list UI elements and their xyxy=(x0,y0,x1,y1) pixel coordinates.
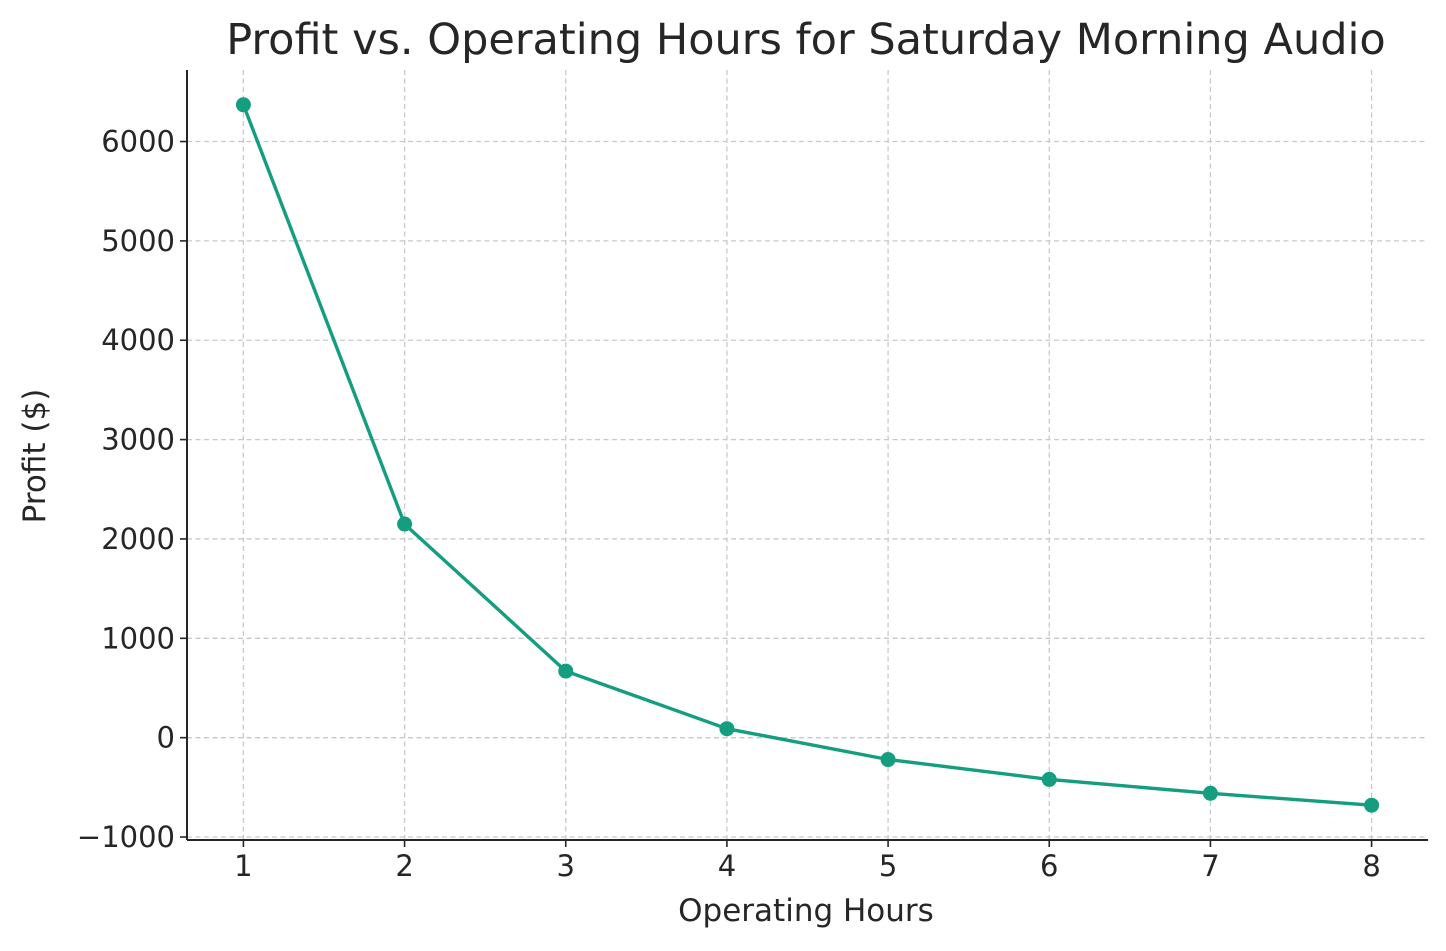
x-tick-label: 5 xyxy=(879,849,897,883)
series-line xyxy=(241,103,1374,807)
grid-lines xyxy=(187,70,1428,840)
data-point xyxy=(1364,797,1380,813)
y-tick-label: 6000 xyxy=(101,125,175,159)
x-tick-label: 2 xyxy=(395,849,413,883)
data-point xyxy=(719,721,735,737)
x-tick-label: 3 xyxy=(557,849,575,883)
data-point xyxy=(397,516,413,532)
y-tick-label: 4000 xyxy=(101,323,175,357)
data-point xyxy=(235,97,251,113)
x-tick-label: 4 xyxy=(718,849,736,883)
tick-labels: 1 2 3 4 5 6 7 8 −1000 0 1000 2000 3000 4000 5000 6000 xyxy=(77,125,1381,883)
x-axis-label: Operating Hours xyxy=(678,893,934,929)
data-point xyxy=(1202,785,1218,801)
x-tick-label: 6 xyxy=(1040,849,1058,883)
x-tick-label: 7 xyxy=(1201,849,1219,883)
data-point xyxy=(1041,771,1057,787)
x-tick-label: 8 xyxy=(1362,849,1380,883)
y-tick-label: 5000 xyxy=(101,224,175,258)
y-tick-label: 0 xyxy=(157,721,175,755)
chart-title: Profit vs. Operating Hours for Saturday … xyxy=(226,15,1386,65)
axes xyxy=(186,70,1428,841)
data-point xyxy=(558,663,574,679)
y-tick-label: 3000 xyxy=(101,423,175,457)
data-point xyxy=(880,752,896,768)
series-layer xyxy=(235,97,1380,813)
y-tick-label: −1000 xyxy=(77,820,175,854)
y-tick-label: 2000 xyxy=(101,522,175,556)
y-tick-label: 1000 xyxy=(101,621,175,655)
x-tick-label: 1 xyxy=(234,849,252,883)
y-axis-label: Profit ($) xyxy=(17,389,53,524)
